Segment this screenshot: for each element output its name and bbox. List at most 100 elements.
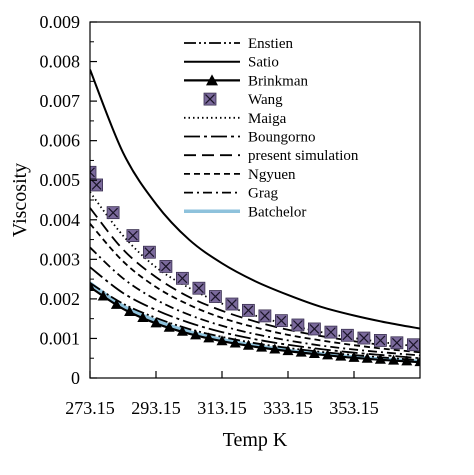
brinkman-point bbox=[163, 321, 175, 332]
series-line-ngyuen bbox=[90, 223, 420, 354]
x-tick-label: 313.15 bbox=[197, 398, 247, 418]
x-axis-title: Temp K bbox=[223, 429, 288, 451]
y-tick-label: 0.001 bbox=[40, 328, 81, 348]
brinkman-point bbox=[216, 335, 228, 346]
series-ngyuen bbox=[90, 223, 420, 354]
x-tick-label: 273.15 bbox=[65, 398, 115, 418]
brinkman-point bbox=[242, 339, 254, 350]
brinkman-point bbox=[90, 281, 96, 292]
legend-label: Brinkman bbox=[248, 73, 308, 89]
wang-point bbox=[90, 165, 97, 179]
series-boungorno bbox=[90, 266, 420, 360]
wang-point bbox=[324, 325, 338, 339]
wang-point bbox=[192, 281, 206, 295]
brinkman-point bbox=[256, 341, 268, 352]
series-line-grag bbox=[90, 246, 420, 357]
series-line-satio bbox=[90, 69, 420, 330]
legend-item-batchelor: Batchelor bbox=[184, 204, 306, 220]
brinkman-point bbox=[269, 343, 281, 354]
wang-point bbox=[406, 338, 420, 352]
wang-point bbox=[274, 314, 288, 328]
legend-item-boungorno: Boungorno bbox=[184, 130, 316, 146]
wang-point bbox=[258, 309, 272, 323]
series-wang bbox=[90, 165, 420, 352]
brinkman-point bbox=[150, 317, 162, 328]
x-axis: 273.15 293.15 313.15 333.15 353.15 bbox=[65, 371, 379, 418]
x-tick-label: 333.15 bbox=[263, 398, 313, 418]
wang-point bbox=[159, 260, 173, 273]
y-tick-label: 0 bbox=[71, 368, 80, 388]
legend-label: Boungorno bbox=[248, 130, 316, 146]
legend-label: Batchelor bbox=[248, 204, 306, 220]
wang-point bbox=[225, 297, 239, 311]
brinkman-point bbox=[374, 353, 386, 364]
wang-point bbox=[241, 303, 255, 317]
wang-point bbox=[357, 331, 371, 345]
y-tick-label: 0.005 bbox=[40, 170, 81, 190]
y-tick-label: 0.002 bbox=[40, 289, 81, 309]
series-layer bbox=[90, 69, 420, 367]
x-tick-label: 353.15 bbox=[329, 398, 379, 418]
legend-label: Wang bbox=[248, 92, 283, 108]
wang-point bbox=[373, 334, 387, 347]
y-axis-title: Viscosity bbox=[9, 163, 31, 237]
series-line-boungorno bbox=[90, 266, 420, 360]
wang-point bbox=[291, 318, 305, 332]
brinkman-point bbox=[124, 305, 136, 316]
brinkman-point bbox=[176, 325, 188, 336]
brinkman-point bbox=[110, 298, 122, 309]
legend-item-brinkman: Brinkman bbox=[184, 73, 308, 89]
brinkman-point bbox=[282, 345, 294, 356]
legend-label: Enstien bbox=[248, 36, 293, 52]
wang-point bbox=[90, 178, 103, 192]
y-tick-label: 0.009 bbox=[40, 12, 81, 32]
brinkman-point bbox=[335, 350, 347, 361]
brinkman-point bbox=[137, 311, 149, 322]
brinkman-point bbox=[229, 337, 241, 348]
legend-item-enstien: Enstien bbox=[184, 36, 293, 52]
series-line-present-simulation bbox=[90, 207, 420, 351]
legend-item-present-simulation: present simulation bbox=[184, 148, 359, 164]
series-brinkman bbox=[90, 281, 420, 367]
series-grag bbox=[90, 246, 420, 357]
brinkman-point bbox=[388, 354, 400, 365]
brinkman-point bbox=[295, 346, 307, 357]
legend-label: Maiga bbox=[248, 111, 287, 127]
legend-item-wang: Wang bbox=[203, 92, 283, 108]
brinkman-point bbox=[348, 351, 360, 362]
brinkman-point bbox=[414, 356, 420, 367]
wang-point bbox=[126, 229, 140, 243]
wang-point bbox=[142, 245, 156, 259]
x-tick-label: 293.15 bbox=[131, 398, 181, 418]
y-tick-label: 0.007 bbox=[40, 91, 81, 111]
series-present-simulation bbox=[90, 207, 420, 351]
wang-point bbox=[106, 206, 120, 220]
legend-label: Satio bbox=[248, 55, 279, 71]
y-tick-label: 0.003 bbox=[40, 249, 81, 269]
legend: Enstien Satio Brinkman Wang Maiga Boungorno pr… bbox=[184, 36, 359, 220]
series-satio bbox=[90, 69, 420, 330]
brinkman-point bbox=[203, 332, 215, 343]
legend-label: present simulation bbox=[248, 148, 359, 164]
wang-point bbox=[340, 328, 354, 342]
legend-label: Grag bbox=[248, 186, 278, 202]
brinkman-point bbox=[401, 355, 413, 366]
series-line-enstien bbox=[90, 282, 420, 362]
y-axis: 0 0.001 0.002 0.003 0.004 0.005 0.006 0.007 0.00… bbox=[40, 12, 97, 388]
series-enstien bbox=[90, 282, 420, 362]
legend-item-satio: Satio bbox=[184, 55, 279, 71]
wang-point bbox=[208, 290, 222, 303]
y-tick-label: 0.006 bbox=[40, 131, 81, 151]
y-tick-label: 0.004 bbox=[40, 210, 81, 230]
brinkman-point bbox=[322, 349, 334, 360]
wang-point bbox=[175, 271, 189, 285]
legend-item-grag: Grag bbox=[184, 186, 278, 202]
wang-point bbox=[307, 322, 321, 336]
wang-point bbox=[390, 336, 404, 350]
legend-item-ngyuen: Ngyuen bbox=[184, 167, 296, 183]
y-tick-label: 0.008 bbox=[40, 52, 81, 72]
brinkman-point bbox=[97, 290, 109, 301]
brinkman-point bbox=[361, 352, 373, 363]
